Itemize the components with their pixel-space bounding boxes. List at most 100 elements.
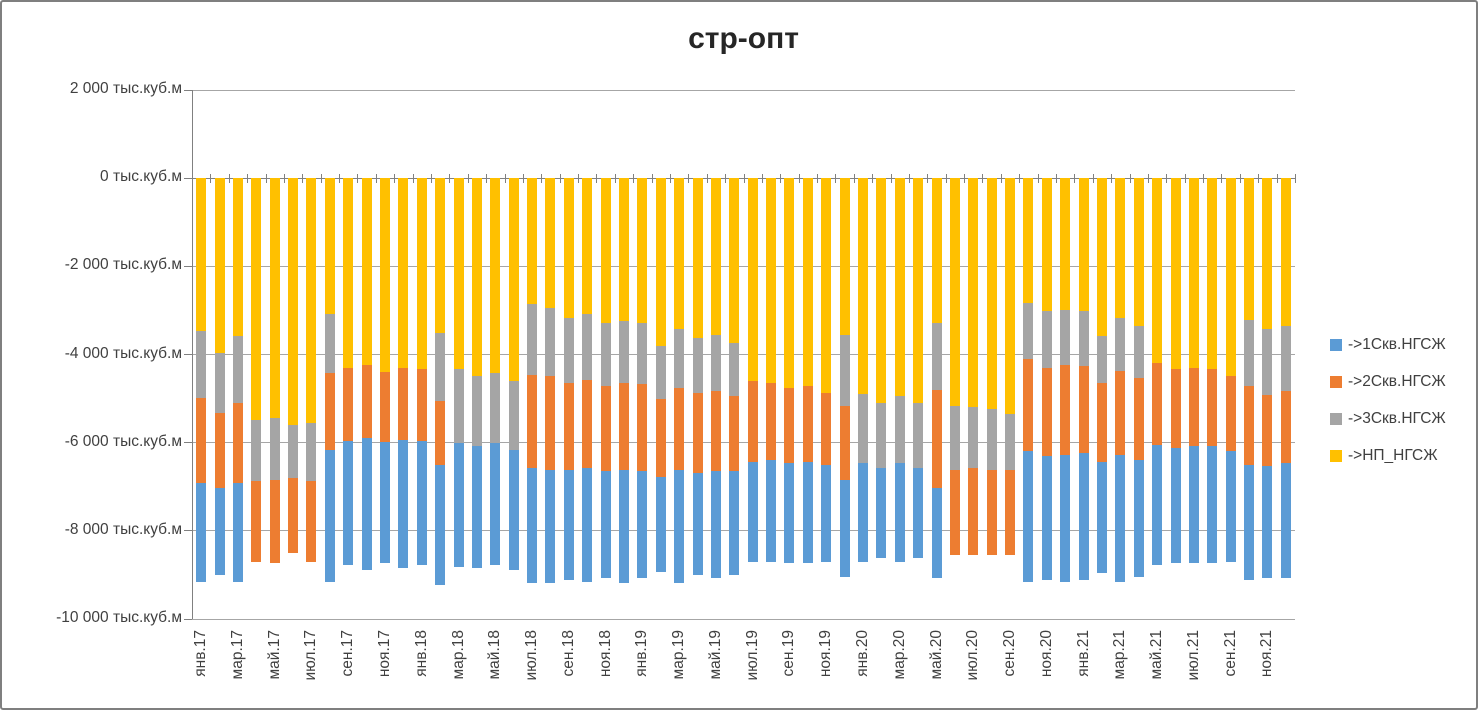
bar-segment <box>619 320 629 383</box>
bar-segment <box>766 178 777 383</box>
bar-segment <box>361 437 372 571</box>
bar-segment <box>563 317 574 383</box>
category-tick <box>1276 173 1278 183</box>
bar-segment <box>1023 451 1034 582</box>
bar-segment <box>343 178 354 368</box>
bar-segment <box>508 381 519 450</box>
bar-segment <box>894 178 905 397</box>
y-axis-label: -4 000 тыс.куб.м <box>64 344 182 362</box>
bar-segment <box>196 331 207 399</box>
bar-segment <box>1041 178 1052 312</box>
category-tick <box>1092 173 1094 183</box>
bar-segment <box>637 322 648 385</box>
bar-segment <box>1060 454 1071 582</box>
category-tick <box>872 173 874 183</box>
x-axis-label: июл.18 <box>523 630 541 681</box>
bar-segment <box>490 443 501 565</box>
bar-segment <box>214 178 225 353</box>
bar-segment <box>1096 382 1107 462</box>
bar-segment <box>674 388 685 470</box>
legend-label: ->2Скв.НГСЖ <box>1348 372 1446 390</box>
bar-segment <box>600 178 611 323</box>
bar-segment <box>306 178 317 423</box>
category-tick <box>890 173 892 183</box>
bar-segment <box>1280 326 1291 392</box>
bar-segment <box>1244 464 1255 580</box>
bar-segment <box>710 178 721 335</box>
y-axis-label: 0 тыс.куб.м <box>100 168 182 186</box>
bar-segment <box>1152 444 1163 565</box>
category-tick <box>247 173 249 183</box>
bar-segment <box>490 178 501 373</box>
y-axis-tick <box>184 442 192 444</box>
legend-label: ->НП_НГСЖ <box>1348 446 1438 464</box>
bar-segment <box>324 314 335 373</box>
bar-segment <box>600 471 611 579</box>
category-tick <box>761 173 763 183</box>
bar-segment <box>232 483 243 582</box>
gridline <box>192 89 1295 91</box>
bar-segment <box>1207 178 1218 370</box>
bar-segment <box>637 471 648 579</box>
category-tick <box>1019 173 1021 183</box>
category-tick <box>394 173 396 183</box>
bar-segment <box>1188 367 1199 447</box>
y-axis-label: -2 000 тыс.куб.м <box>64 256 182 274</box>
gridline <box>192 265 1295 267</box>
bar-segment <box>1041 311 1052 368</box>
bar-segment <box>857 178 868 394</box>
category-tick <box>964 173 966 183</box>
category-tick <box>504 173 506 183</box>
bar-segment <box>251 178 262 420</box>
gridline <box>192 354 1295 355</box>
bar-segment <box>471 376 482 447</box>
bar-segment <box>1133 178 1144 327</box>
bar-segment <box>766 459 777 562</box>
bar-segment <box>710 391 721 472</box>
bar-segment <box>288 477 299 554</box>
x-axis-label: янв.18 <box>412 630 430 677</box>
category-tick <box>853 173 855 183</box>
category-tick <box>486 173 488 183</box>
category-tick <box>1074 173 1076 183</box>
bar-segment <box>1078 453 1089 580</box>
gridline <box>192 530 1295 532</box>
bar-segment <box>527 178 538 305</box>
bar-segment <box>747 178 758 382</box>
bar-segment <box>1115 178 1126 318</box>
y-axis-tick <box>184 354 192 355</box>
bar-segment <box>380 372 391 443</box>
x-axis-label: сен.17 <box>339 630 357 677</box>
bar-segment <box>913 178 924 403</box>
bar-segment <box>1188 178 1199 368</box>
category-tick <box>633 173 635 183</box>
bar-segment <box>1023 359 1034 452</box>
bar-segment <box>398 367 409 441</box>
bar-segment <box>729 343 740 397</box>
bar-segment <box>692 178 703 338</box>
x-axis-label: янв.17 <box>192 630 210 677</box>
bar-segment <box>1170 178 1181 370</box>
bar-segment <box>637 178 648 323</box>
bar-segment <box>471 178 482 377</box>
bar-segment <box>619 382 629 470</box>
bar-segment <box>692 392 703 474</box>
category-tick <box>1295 173 1296 183</box>
bar-segment <box>214 352 225 414</box>
category-tick <box>265 173 267 183</box>
bar-segment <box>435 464 446 586</box>
x-axis-label: сен.20 <box>1001 630 1019 677</box>
bar-segment <box>931 322 942 390</box>
bar-segment <box>1096 335 1107 383</box>
bar-segment <box>619 469 629 584</box>
bar-segment <box>269 479 280 564</box>
bar-segment <box>1225 178 1236 377</box>
category-tick <box>945 173 947 183</box>
bar-segment <box>802 461 813 564</box>
legend-item: ->2Скв.НГСЖ <box>1330 363 1446 400</box>
bar-segment <box>196 483 207 582</box>
bar-segment <box>1188 446 1199 564</box>
category-tick <box>1111 173 1113 183</box>
bar-segment <box>986 409 997 470</box>
